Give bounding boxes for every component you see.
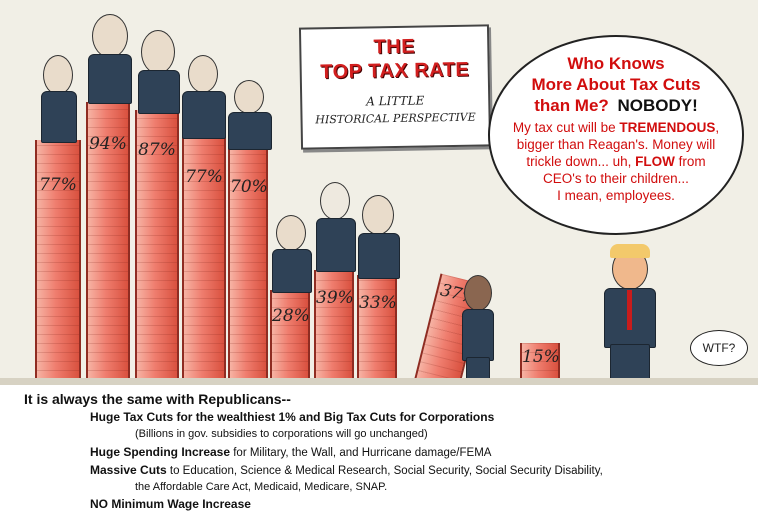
politician-figure-8 [354,195,400,279]
tax-bar-5: 70% [228,145,268,380]
sign-title-line1: THE [373,35,416,59]
caption-line-tax-cuts: Huge Tax Cuts for the wealthiest 1% and … [90,410,495,424]
bubble-body-line2: bigger than Reagan's. Money will [516,137,716,152]
tax-bar-4: 77% [182,135,226,380]
politician-figure-6 [268,215,312,293]
politician-figure-4 [178,55,228,139]
politician-figure-standing [598,244,662,382]
ground-line [0,378,758,385]
politician-figure-1 [35,55,81,145]
caption-line-minimum-wage: NO Minimum Wage Increase [90,497,251,511]
tax-bar-10: 15% [520,343,560,380]
tax-bar-3: 87% [135,110,179,380]
tax-bar-1: 77% [35,140,81,380]
politician-figure-7 [312,182,356,272]
caption-line-subsidies: (Billions in gov. subsidies to corporati… [135,428,428,440]
tax-bar-label: 70% [230,177,268,197]
tax-bar-2: 94% [86,102,130,380]
bubble-heading-line3: than Me? NOBODY! [490,95,742,116]
bubble-heading-line2: More About Tax Cuts [531,75,701,94]
bubble-body-line4: CEO's to their children... [543,171,689,186]
bubble-body-line3: trickle down... uh, FLOW from [526,154,706,169]
politician-figure-5 [224,80,272,150]
wtf-bubble: WTF? [690,330,748,366]
sign-subtitle-line1: A LITTLE [366,93,425,109]
sign-subtitle-line2: HISTORICAL PERSPECTIVE [315,110,476,127]
top-tax-rate-sign: THE TOP TAX RATE A LITTLE HISTORICAL PER… [298,24,492,150]
sign-title-line2: TOP TAX RATE [320,58,470,84]
tax-bar-label: 87% [138,140,176,160]
tax-bar-label: 33% [359,293,397,313]
caption-block: It is always the same with Republicans--… [0,385,758,530]
politician-figure-pushing [452,275,502,381]
speech-bubble: Who Knows More About Tax Cuts than Me? N… [488,35,744,235]
bubble-heading-question: than Me? [534,96,609,115]
caption-line-spending: Huge Spending Increase for Military, the… [90,445,492,459]
bubble-body-line1: My tax cut will be TREMENDOUS, [512,120,720,135]
politician-figure-3 [133,30,181,114]
tax-bar-label: 28% [272,306,310,326]
tax-bar-label: 94% [89,134,127,154]
tax-bar-8: 33% [357,275,397,380]
tax-bar-6: 28% [270,290,310,380]
caption-line-cuts-continued: the Affordable Care Act, Medicaid, Medic… [135,481,388,493]
caption-line-cuts: Massive Cuts to Education, Science & Med… [90,463,603,477]
tax-bar-label: 39% [316,288,354,308]
tax-bar-label: 77% [39,175,77,195]
tax-bar-7: 39% [314,270,354,380]
politician-figure-2 [82,14,134,104]
bubble-body-line5: I mean, employees. [557,188,675,203]
bubble-heading-line1: Who Knows [567,54,665,73]
caption-heading: It is always the same with Republicans-- [24,391,291,407]
tax-bar-label: 15% [522,347,560,367]
tax-bar-label: 77% [185,167,223,187]
cartoon-illustration: 77% 94% 87% 77% 70% 28% 39% 33% 37% 15% [0,0,758,385]
bubble-heading-answer: NOBODY! [617,96,698,115]
